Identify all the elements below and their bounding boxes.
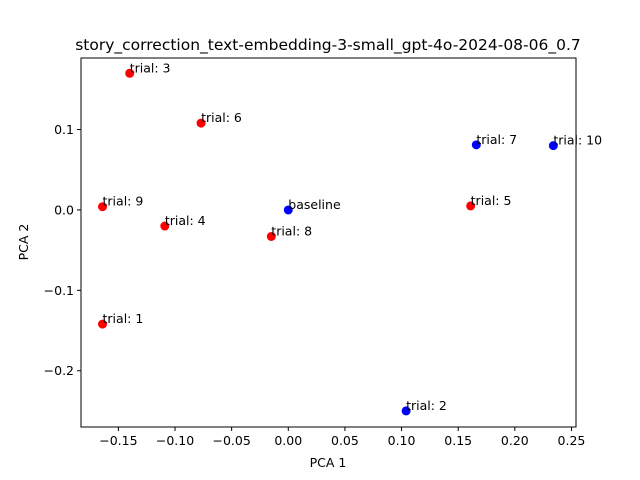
plot-area: −0.15 −0.10 −0.05 0.00 0.05 0.10 0.15 0.20 0.25 … [44, 57, 603, 448]
data-point [401, 406, 411, 416]
axes-frame [80, 57, 577, 428]
data-points [98, 68, 558, 416]
data-point [125, 68, 135, 78]
y-tick-label: −0.1 [44, 283, 74, 298]
point-labels: trial: 3 trial: 6 trial: 9 trial: 4 trial: 8… [103, 60, 603, 413]
x-axis-ticks: −0.15 −0.10 −0.05 0.00 0.05 0.10 0.15 0.20 0.25 [99, 427, 585, 448]
data-point-label: trial: 4 [165, 213, 206, 228]
x-tick-label: −0.05 [212, 433, 250, 448]
data-point-label: trial: 6 [201, 110, 242, 125]
data-point [548, 141, 558, 151]
data-point-label: trial: 2 [406, 398, 447, 413]
x-tick-label: 0.25 [558, 433, 586, 448]
chart-title: story_correction_text-embedding-3-small_… [75, 36, 581, 55]
data-point [98, 319, 108, 329]
data-point-label: trial: 8 [271, 223, 312, 238]
data-point [283, 205, 293, 215]
x-axis-label: PCA 1 [310, 455, 347, 470]
x-tick-label: 0.15 [444, 433, 472, 448]
x-tick-label: 0.05 [331, 433, 359, 448]
data-point-label: trial: 9 [103, 194, 144, 209]
data-point [160, 221, 170, 231]
data-point [98, 202, 108, 212]
data-point-label: trial: 1 [103, 311, 144, 326]
x-tick-label: −0.15 [99, 433, 137, 448]
x-tick-label: −0.10 [156, 433, 194, 448]
y-axis-label: PCA 2 [16, 224, 31, 261]
data-point [266, 231, 276, 241]
data-point-label: trial: 5 [471, 193, 512, 208]
y-tick-label: 0.1 [54, 122, 74, 137]
data-point [466, 201, 476, 211]
data-point-label: trial: 10 [553, 133, 602, 148]
data-point [196, 118, 206, 128]
y-tick-label: −0.2 [44, 363, 74, 378]
x-tick-label: 0.10 [388, 433, 416, 448]
data-point [471, 140, 481, 150]
data-point-label: trial: 7 [476, 132, 517, 147]
x-tick-label: 0.20 [501, 433, 529, 448]
x-tick-label: 0.00 [274, 433, 302, 448]
data-point-label: trial: 3 [130, 60, 171, 75]
y-tick-label: 0.0 [54, 202, 74, 217]
y-axis-ticks: −0.2 −0.1 0.0 0.1 [44, 122, 81, 378]
data-point-label: baseline [288, 197, 341, 212]
